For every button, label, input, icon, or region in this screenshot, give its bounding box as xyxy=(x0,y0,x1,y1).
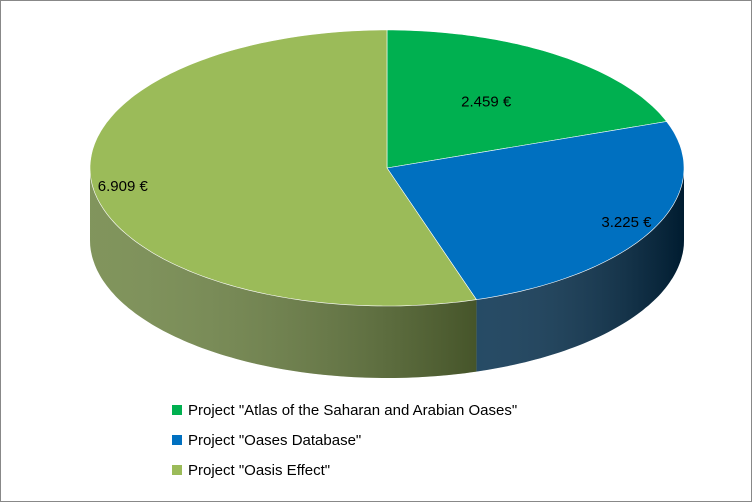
pie-side-shade xyxy=(476,168,684,372)
data-label: 2.459 € xyxy=(461,94,512,111)
data-label: 3.225 € xyxy=(601,214,652,231)
legend-label: Project "Oasis Effect" xyxy=(188,462,330,479)
pie-side-shade xyxy=(90,168,477,378)
data-label: 6.909 € xyxy=(98,178,149,195)
legend: Project "Atlas of the Saharan and Arabia… xyxy=(172,402,517,479)
legend-label: Project "Oases Database" xyxy=(188,432,361,449)
legend-label: Project "Atlas of the Saharan and Arabia… xyxy=(188,402,517,419)
pie: 2.459 € 3.225 € 6.909 € xyxy=(89,29,685,378)
legend-swatch xyxy=(172,405,182,415)
legend-swatch xyxy=(172,465,182,475)
legend-swatch xyxy=(172,435,182,445)
pie-slice xyxy=(89,29,477,307)
pie-slice xyxy=(386,29,668,169)
pie-slice xyxy=(386,121,685,300)
